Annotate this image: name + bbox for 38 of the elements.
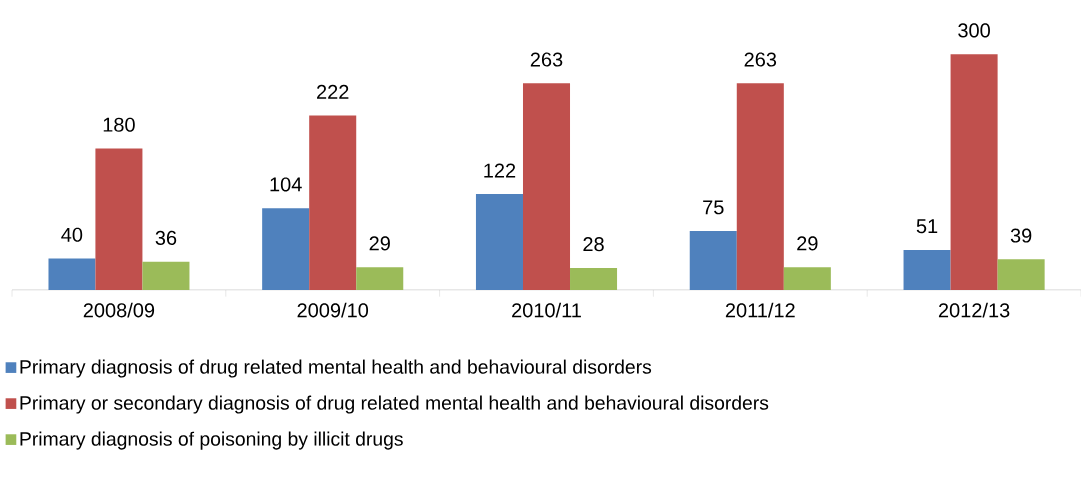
data-label: 180 xyxy=(103,117,135,132)
bar xyxy=(736,83,784,290)
legend-label: Primary or secondary diagnosis of drug related mental health and behavioural disorders xyxy=(20,395,769,414)
data-label: 29 xyxy=(369,236,390,251)
bar xyxy=(950,54,998,290)
data-label: 75 xyxy=(703,200,724,215)
data-label: 104 xyxy=(270,177,302,192)
legend-label: Primary diagnosis of drug related mental health and behavioural disorders xyxy=(20,359,652,378)
bar xyxy=(309,115,357,290)
bar xyxy=(356,267,404,290)
bar xyxy=(997,259,1045,290)
data-label: 300 xyxy=(958,23,990,38)
bar xyxy=(522,83,571,290)
bar xyxy=(142,261,190,290)
data-label: 29 xyxy=(797,236,818,251)
data-label: 263 xyxy=(530,52,563,67)
bar xyxy=(570,267,618,290)
bar xyxy=(783,267,831,290)
data-label: 122 xyxy=(484,163,516,178)
data-label: 51 xyxy=(916,219,938,234)
x-tick-label: 2012/13 xyxy=(938,302,1010,318)
bar xyxy=(95,148,143,290)
bar xyxy=(262,208,310,290)
bar xyxy=(903,249,951,290)
legend-label: Primary diagnosis of poisoning by illicit drugs xyxy=(20,431,403,450)
data-label: 263 xyxy=(744,52,777,67)
data-label: 40 xyxy=(61,227,83,242)
data-label: 28 xyxy=(583,237,604,252)
x-tick-label: 2008/09 xyxy=(83,302,155,318)
data-label: 222 xyxy=(317,84,349,99)
x-tick-label: 2011/12 xyxy=(725,302,795,318)
bar xyxy=(475,194,523,290)
x-tick-label: 2009/10 xyxy=(297,302,369,318)
x-tick-label: 2010/11 xyxy=(512,302,581,318)
bar xyxy=(48,258,96,290)
data-label: 39 xyxy=(1010,228,1032,243)
data-label: 36 xyxy=(155,230,177,245)
bar xyxy=(689,231,737,290)
